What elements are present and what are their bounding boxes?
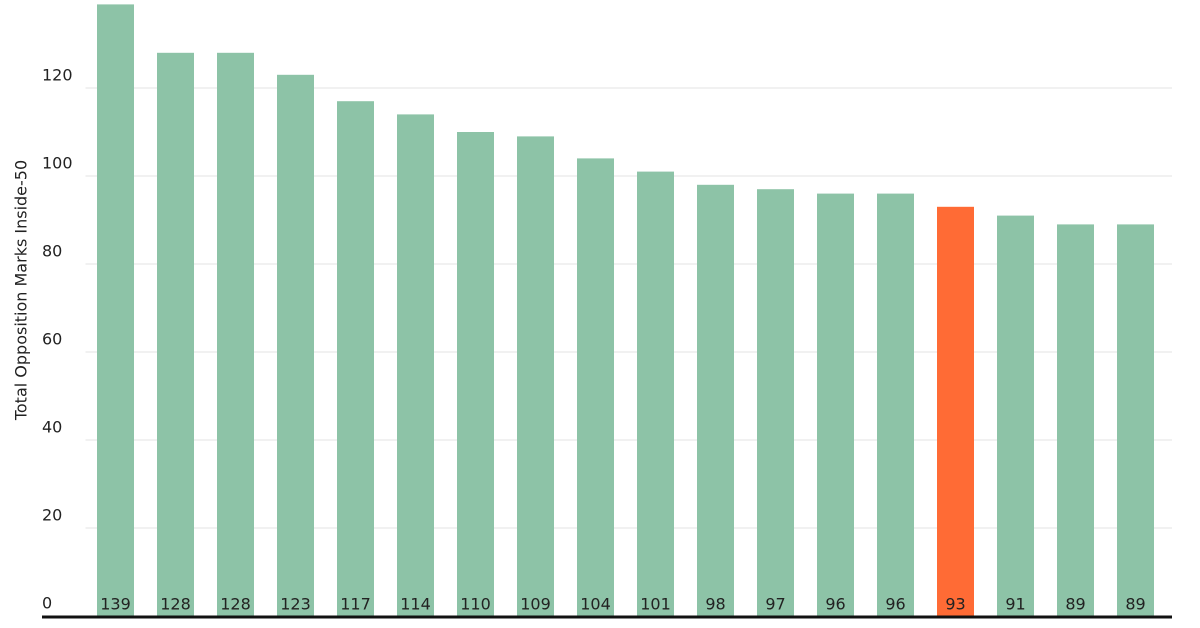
bar (817, 193, 854, 616)
bar (157, 52, 194, 617)
bar (97, 4, 134, 616)
bar (997, 215, 1034, 616)
bar (217, 52, 254, 617)
y-tick-label: 0 (42, 594, 52, 613)
bar (757, 189, 794, 616)
y-tick-label: 80 (42, 242, 62, 261)
bar (517, 136, 554, 616)
y-tick-label: 20 (42, 506, 62, 525)
value-label: 96 (885, 595, 905, 614)
value-label: 97 (765, 595, 785, 614)
bar (697, 184, 734, 617)
value-label: 109 (520, 595, 551, 614)
value-label: 123 (280, 595, 311, 614)
value-label: 114 (400, 595, 431, 614)
bar (637, 171, 674, 616)
bar (457, 132, 494, 616)
bar (877, 193, 914, 616)
value-label: 117 (340, 595, 371, 614)
bar (937, 206, 974, 617)
value-label: 101 (640, 595, 671, 614)
bar (337, 101, 374, 616)
bar (577, 158, 614, 616)
value-label: 91 (1005, 595, 1025, 614)
value-label: 96 (825, 595, 845, 614)
y-axis-title: Total Opposition Marks Inside-50 (12, 160, 31, 421)
y-tick-label: 120 (42, 66, 73, 85)
value-label: 98 (705, 595, 725, 614)
bar (1117, 224, 1154, 616)
y-tick-label: 100 (42, 154, 73, 173)
bar (397, 114, 434, 617)
value-label: 139 (100, 595, 131, 614)
value-label: 128 (160, 595, 191, 614)
value-label: 110 (460, 595, 491, 614)
value-label: 128 (220, 595, 251, 614)
y-tick-label: 60 (42, 330, 62, 349)
value-label: 93 (945, 595, 965, 614)
value-label: 89 (1125, 595, 1145, 614)
bar (277, 74, 314, 617)
y-tick-label: 40 (42, 418, 62, 437)
value-label: 104 (580, 595, 611, 614)
value-label: 89 (1065, 595, 1085, 614)
bar (1057, 224, 1094, 616)
